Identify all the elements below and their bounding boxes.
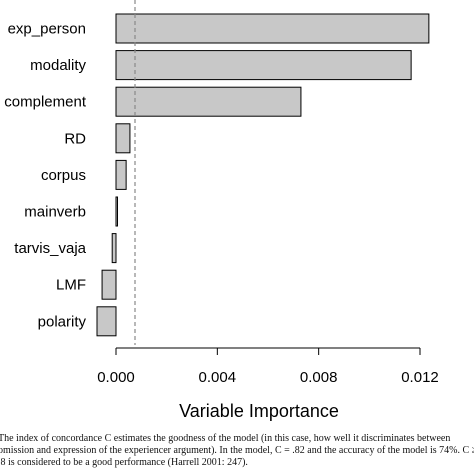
x-tick-label: 0.004 [199, 369, 237, 386]
bar-tarvis_vaja [111, 233, 117, 264]
x-axis: 0.000 0.004 0.008 0.012 [97, 347, 439, 386]
variable-importance-chart: exp_person modality complement RD corpus main… [4, 0, 439, 421]
bar-mainverb [115, 196, 118, 227]
bar-exp_person [115, 13, 430, 44]
category-label: polarity [38, 313, 87, 330]
figure-caption: The index of concordance C estimates the… [0, 433, 474, 469]
category-label: modality [30, 57, 86, 74]
bar-polarity [96, 306, 117, 337]
category-label: corpus [41, 167, 86, 184]
x-tick-label: 0.012 [401, 369, 439, 386]
category-label: complement [4, 94, 87, 111]
category-label: tarvis_vaja [14, 240, 86, 257]
bar-LMF [101, 269, 117, 300]
bar-modality [115, 50, 412, 81]
x-axis-title: Variable Importance [179, 401, 339, 421]
bar-RD [115, 123, 131, 154]
category-label: LMF [56, 277, 86, 294]
category-label: mainverb [24, 204, 86, 221]
x-tick-label: 0.008 [300, 369, 338, 386]
x-tick-label: 0.000 [97, 369, 135, 386]
category-labels: exp_person modality complement RD corpus main… [4, 21, 87, 331]
bars-group [96, 0, 430, 345]
bar-corpus [115, 159, 127, 190]
category-label: RD [64, 130, 86, 147]
category-label: exp_person [8, 21, 86, 38]
bar-complement [115, 86, 302, 117]
